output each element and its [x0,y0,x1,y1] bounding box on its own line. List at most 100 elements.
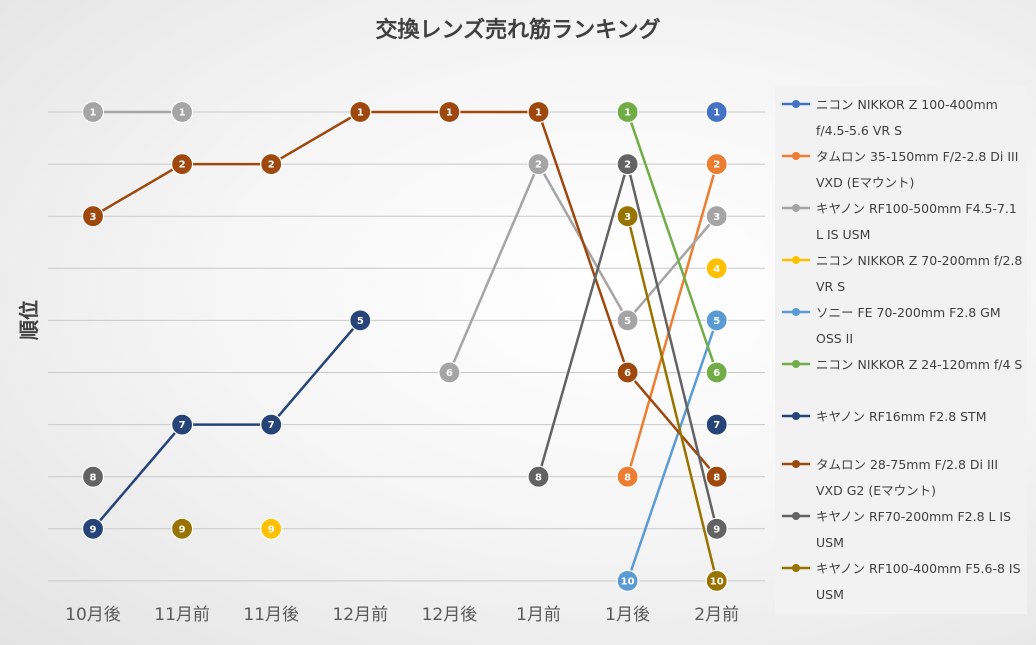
legend-line-marker-icon [782,360,810,368]
data-point: 2 [705,153,728,176]
legend-label: キヤノン RF70-200mm F2.8 L IS USM [816,509,1012,550]
data-marker [705,569,728,593]
data-label: 3 [713,212,720,223]
data-marker [527,100,550,124]
data-point: 1 [349,100,372,124]
data-marker [616,153,639,176]
legend-label: キヤノン RF100-500mm F4.5-7.1 L IS USM [816,201,1017,242]
data-label: 5 [624,316,631,327]
data-label: 7 [179,420,186,431]
x-tick-label: 12月前 [332,605,388,625]
series-line-segment [448,162,540,374]
x-tick-label: 12月後 [422,605,478,625]
y-axis-label: 順位 [17,300,41,340]
data-point: 9 [260,517,283,540]
data-marker [616,309,639,332]
chart-title: 交換レンズ売れ筋ランキング [376,17,661,43]
data-label: 9 [268,524,275,535]
legend: ニコン NIKKOR Z 100-400mm f/4.5-5.6 VR S タムロ… [775,86,1027,614]
data-point: 1 [527,100,550,124]
data-point: 2 [171,153,194,176]
legend-label: ソニー FE 70-200mm F2.8 GM OSS II [816,305,1001,346]
legend-label: キヤノン RF16mm F2.8 STM [816,409,987,424]
legend-label: タムロン 35-150mm F/2-2.8 Di III VXD (Eマウント) [816,149,1019,190]
data-label: 8 [535,472,542,483]
legend-line-marker-icon [782,564,810,572]
data-label: 8 [713,472,720,483]
data-point: 10 [705,569,728,593]
data-label: 10 [710,577,724,588]
data-point: 5 [616,309,639,332]
x-tick-label: 1月前 [516,605,561,625]
series-markers: 1 8 2 1 1 6 2 5 3 9 4 10 5 1 6 9 7 7 5 7 3 2 2 1 1 1 6 8 8 8 2 9 9 3 10 [81,100,728,593]
data-label: 9 [179,524,186,535]
data-point: 1 [171,100,194,124]
series-line-segment [626,319,718,583]
data-marker [438,361,461,384]
legend-label: ニコン NIKKOR Z 100-400mm f/4.5-5.6 VR S [816,97,998,138]
data-label: 2 [713,160,720,171]
data-marker [81,517,105,540]
series-line-segment [626,162,718,478]
data-marker [171,153,194,176]
data-point: 3 [616,205,639,228]
data-marker [171,413,194,436]
data-point: 5 [349,309,372,332]
data-marker [616,361,639,384]
data-label: 3 [624,212,631,223]
data-marker [349,309,372,332]
data-point: 7 [171,413,194,436]
data-marker [705,100,728,124]
data-point: 9 [705,517,728,540]
data-label: 2 [268,160,275,171]
data-label: 1 [535,108,542,119]
data-marker [705,465,728,488]
legend-line-marker-icon [782,512,810,520]
data-point: 8 [705,465,728,488]
data-point: 2 [616,153,639,176]
data-label: 1 [90,108,97,119]
data-label: 1 [179,108,186,119]
x-tick-label: 11月後 [243,605,299,625]
series-line-segment [626,371,718,478]
data-marker [527,465,550,488]
data-point: 1 [81,100,105,124]
series-line-segment [537,162,629,478]
data-marker [81,205,105,228]
data-point: 8 [616,465,639,488]
data-marker [705,517,728,540]
data-point: 2 [527,153,550,176]
data-point: 10 [616,569,639,593]
data-marker [260,153,283,176]
data-label: 9 [713,524,720,535]
series-line-segment [626,214,718,322]
data-marker [81,100,105,124]
data-marker [616,465,639,488]
data-label: 1 [357,108,364,119]
data-label: 2 [624,160,631,171]
data-marker [705,309,728,332]
data-marker [616,569,639,593]
data-point: 1 [705,100,728,124]
data-marker [260,517,283,540]
data-point: 3 [81,205,105,228]
legend-line-marker-icon [782,256,810,264]
x-tick-label: 2月前 [694,605,739,625]
series-line-segment [91,423,184,531]
data-point: 3 [705,205,728,228]
data-point: 4 [705,257,728,280]
legend-line-marker-icon [782,412,810,420]
data-point: 6 [438,361,461,384]
series-line-segment [626,110,718,374]
data-label: 2 [535,160,542,171]
data-point: 1 [438,100,461,124]
data-point: 9 [171,517,194,540]
data-point: 5 [705,309,728,332]
series-line-segment [91,162,184,218]
data-marker [705,413,728,436]
data-point: 8 [81,465,105,488]
data-marker [349,100,372,124]
series-line-segment [537,110,629,374]
data-marker [705,205,728,228]
